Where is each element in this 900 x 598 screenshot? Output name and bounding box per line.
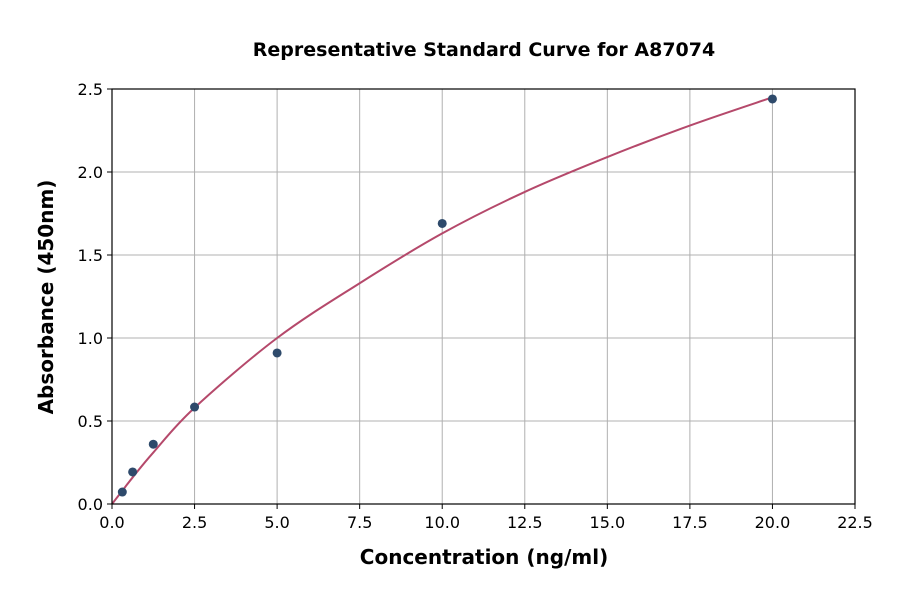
- chart-title: Representative Standard Curve for A87074: [253, 39, 715, 61]
- x-tick-label: 10.0: [424, 513, 460, 532]
- x-tick-label: 20.0: [755, 513, 791, 532]
- x-tick-label: 17.5: [672, 513, 708, 532]
- y-tick-label: 2.5: [78, 80, 103, 99]
- data-point: [117, 487, 127, 497]
- x-tick-label: 0.0: [99, 513, 124, 532]
- x-tick-label: 2.5: [182, 513, 207, 532]
- x-tick-label: 5.0: [264, 513, 289, 532]
- data-point: [272, 348, 282, 358]
- data-points: [117, 94, 777, 497]
- grid: [111, 88, 856, 505]
- plot-frame: [111, 88, 856, 505]
- data-point: [148, 439, 158, 449]
- data-point: [437, 218, 447, 228]
- data-point: [128, 467, 138, 477]
- y-tick-label: 1.0: [78, 329, 103, 348]
- x-axis-label: Concentration (ng/ml): [360, 545, 608, 569]
- x-tick-label: 12.5: [507, 513, 543, 532]
- x-tick-label: 15.0: [590, 513, 626, 532]
- data-point: [190, 402, 200, 412]
- y-tick-label: 0.5: [78, 412, 103, 431]
- y-tick-label: 2.0: [78, 163, 103, 182]
- fit-curve: [111, 96, 773, 505]
- ticks: 0.0 2.5 5.0 7.5 10.0 12.5 15.0 17.5 20.0 22.5 0.0 0…: [78, 80, 873, 532]
- data-point: [767, 94, 777, 104]
- x-tick-label: 7.5: [347, 513, 372, 532]
- y-tick-label: 0.0: [78, 495, 103, 514]
- x-tick-label: 22.5: [837, 513, 873, 532]
- y-tick-label: 1.5: [78, 246, 103, 265]
- y-axis-label: Absorbance (450nm): [34, 180, 58, 415]
